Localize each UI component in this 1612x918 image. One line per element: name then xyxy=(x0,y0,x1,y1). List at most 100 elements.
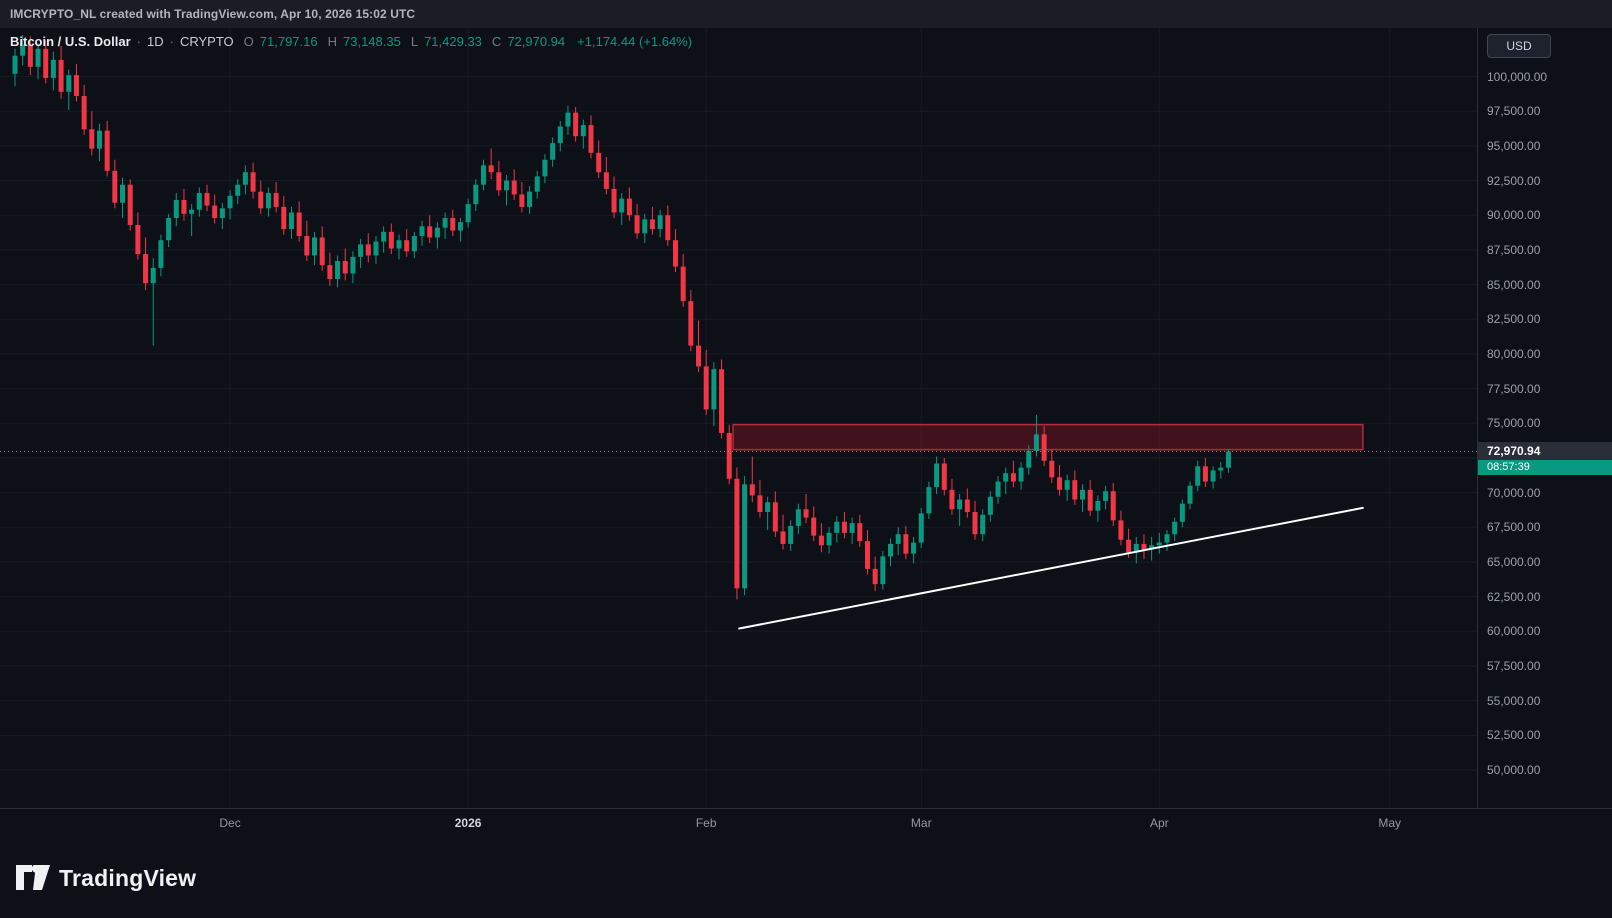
candle-body xyxy=(772,502,778,532)
high-value: 73,148.35 xyxy=(343,34,401,49)
candle-body xyxy=(96,130,102,149)
candle-body xyxy=(596,152,602,173)
chart-pane[interactable]: Bitcoin / U.S. Dollar · 1D · CRYPTO O 71… xyxy=(0,28,1477,808)
candle-body xyxy=(634,215,640,234)
candle-body xyxy=(411,236,417,252)
candle-body xyxy=(281,206,287,230)
candle-body xyxy=(296,212,302,237)
candle-body xyxy=(803,509,809,518)
candle-body xyxy=(235,184,241,196)
candle-body xyxy=(1041,434,1047,461)
price-axis-label: 67,500.00 xyxy=(1487,520,1541,535)
candlestick-chart[interactable] xyxy=(0,28,1477,808)
candle-body xyxy=(1156,542,1162,546)
candle-body xyxy=(964,499,970,513)
candle-body xyxy=(373,241,379,256)
candle-body xyxy=(81,95,87,130)
price-axis-label: 100,000.00 xyxy=(1487,69,1548,84)
candle-body xyxy=(1049,460,1055,478)
candle-body xyxy=(757,495,763,513)
supply-zone-rectangle[interactable] xyxy=(732,423,1364,451)
candle-body xyxy=(519,194,525,207)
candle-body xyxy=(911,542,917,554)
price-axis-label: 57,500.00 xyxy=(1487,658,1541,673)
candle-body xyxy=(672,240,678,267)
candle-body xyxy=(734,478,740,589)
candle-body xyxy=(465,204,471,223)
candle-body xyxy=(1172,521,1178,535)
candle-body xyxy=(1095,500,1101,511)
price-axis-label: 55,000.00 xyxy=(1487,693,1541,708)
price-axis-label: 70,000.00 xyxy=(1487,485,1541,500)
symbol-legend: Bitcoin / U.S. Dollar · 1D · CRYPTO O 71… xyxy=(10,34,692,49)
candle-body xyxy=(1033,434,1039,452)
candle-body xyxy=(1187,485,1193,504)
candle-body xyxy=(903,534,909,554)
candle-body xyxy=(457,222,463,231)
symbol-title[interactable]: Bitcoin / U.S. Dollar xyxy=(10,34,131,49)
candle-body xyxy=(120,184,126,203)
candle-body xyxy=(818,535,824,546)
change-value: +1,174.44 (+1.64%) xyxy=(577,34,693,49)
candle-body xyxy=(934,463,940,488)
time-axis-label: Dec xyxy=(219,816,241,830)
time-axis-label: Apr xyxy=(1149,816,1169,830)
close-value: 72,970.94 xyxy=(507,34,566,49)
candle-body xyxy=(742,484,748,589)
candle-body xyxy=(864,541,870,569)
candle-body xyxy=(588,125,594,153)
candle-body xyxy=(780,531,786,544)
candle-body xyxy=(795,509,801,526)
candle-body xyxy=(66,75,72,92)
low-value: 71,429.33 xyxy=(424,34,482,49)
legend-separator: · xyxy=(136,34,141,49)
candle-body xyxy=(135,224,141,255)
candle-body xyxy=(473,184,479,205)
time-axis[interactable]: Dec 2026 Feb Mar Apr May xyxy=(0,808,1612,838)
low-label: L xyxy=(410,34,419,49)
price-axis[interactable]: USD 100,000.00 97,500.00 95,000.00 92,500.0… xyxy=(1477,28,1612,838)
candle-body xyxy=(434,227,440,238)
candle-body xyxy=(50,59,56,78)
candle-body xyxy=(726,432,732,479)
candle-body xyxy=(811,517,817,536)
tradingview-logo-icon[interactable] xyxy=(16,865,50,891)
candle-body xyxy=(219,208,225,219)
candle-body xyxy=(857,523,863,542)
tradingview-wordmark[interactable]: TradingView xyxy=(59,864,197,891)
currency-toggle-button[interactable]: USD xyxy=(1487,34,1551,58)
price-axis-label: 50,000.00 xyxy=(1487,762,1541,777)
candle-body xyxy=(20,44,26,56)
candle-body xyxy=(488,165,494,173)
candle-body xyxy=(404,240,410,252)
candle-body xyxy=(388,231,394,249)
candle-body xyxy=(611,188,617,213)
candle-body xyxy=(949,489,955,510)
candle-body xyxy=(480,165,486,185)
close-label: C xyxy=(491,34,502,49)
candle-body xyxy=(619,198,625,213)
candle-body xyxy=(703,366,709,410)
candle-body xyxy=(565,112,571,127)
candle-body xyxy=(972,512,978,535)
candle-body xyxy=(242,172,248,185)
candle-body xyxy=(1018,467,1024,482)
price-axis-label: 82,500.00 xyxy=(1487,312,1541,327)
trendline[interactable] xyxy=(738,506,1364,630)
candle-body xyxy=(166,218,172,241)
legend-separator: · xyxy=(169,34,174,49)
candle-body xyxy=(1103,491,1109,501)
candle-body xyxy=(872,568,878,585)
candle-body xyxy=(258,191,264,209)
interval-label[interactable]: 1D xyxy=(146,34,164,49)
candle-body xyxy=(1225,451,1231,468)
price-axis-label: 65,000.00 xyxy=(1487,554,1541,569)
open-value: 71,797.16 xyxy=(259,34,318,49)
candle-body xyxy=(1072,480,1078,500)
candle-body xyxy=(665,215,671,241)
price-axis-label: 92,500.00 xyxy=(1487,173,1541,188)
candle-body xyxy=(550,143,556,160)
candle-body xyxy=(381,231,387,242)
candle-body xyxy=(573,112,579,137)
candle-body xyxy=(995,481,1001,497)
